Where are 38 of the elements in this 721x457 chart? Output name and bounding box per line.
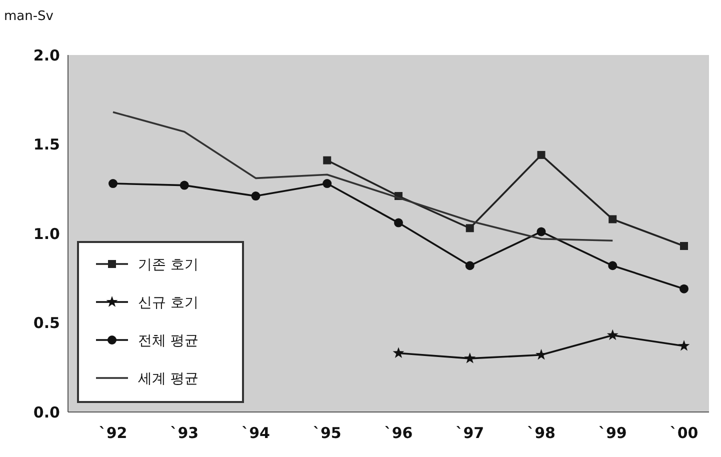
point [608,261,618,270]
legend-label: 기존 호기 [138,256,198,273]
legend-label: 신규 호기 [138,294,198,311]
point [180,180,189,190]
y-tick-label: 2.0 [33,46,60,64]
x-tick-label: `97 [456,424,484,442]
y-tick-label: 1.5 [33,136,60,154]
x-tick-label: `98 [527,424,556,442]
point [606,329,618,340]
point [536,227,546,236]
point [537,150,546,159]
point [465,261,474,270]
point [251,192,260,201]
point [394,218,403,228]
point [464,352,476,364]
x-tick-label: `93 [170,424,199,442]
point [392,347,404,358]
legend-label: 세계 평균 [138,370,198,387]
y-tick-label: 0.0 [33,403,60,422]
point [608,215,617,224]
point [680,284,688,294]
point [678,340,690,351]
legend-label: 전체 평균 [138,332,198,349]
x-tick-label: `94 [242,424,270,442]
y-tick-label: 0.5 [33,314,60,332]
y-axis-title: man-Sv [4,9,54,24]
x-tick-label: `92 [98,424,128,442]
point [466,224,474,232]
x-tick-label: `99 [598,424,627,442]
x-tick-label: `95 [312,424,342,442]
line-series [112,111,614,242]
x-tick-label: `00 [670,424,698,442]
x-tick-label: `96 [384,424,413,442]
point [323,156,332,164]
point [322,179,332,188]
y-tick-label: 1.0 [33,224,60,243]
point [680,242,688,250]
point [108,179,118,188]
